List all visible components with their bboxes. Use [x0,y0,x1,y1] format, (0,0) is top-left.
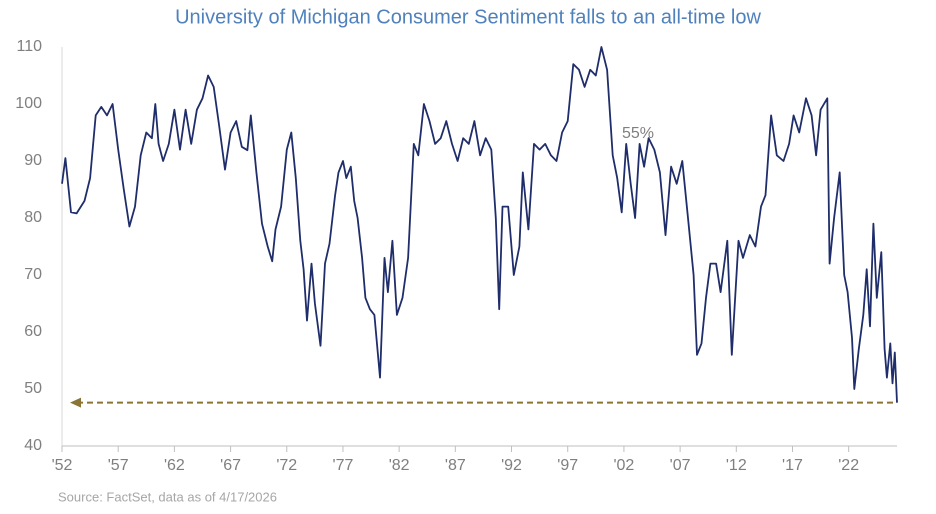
x-tick-label: '12 [726,457,747,474]
x-tick-label: '67 [220,457,241,474]
x-tick-label: '52 [52,457,73,474]
x-tick-label: '62 [164,457,185,474]
x-tick-label: '97 [557,457,578,474]
x-tick-label: '82 [389,457,410,474]
x-tick-label: '87 [445,457,466,474]
sentiment-line [61,46,898,403]
arrow-head [70,397,81,408]
x-tick-label: '72 [276,457,297,474]
x-tick-label: '57 [108,457,129,474]
y-tick-label: 40 [24,437,42,454]
x-tick-label: '17 [782,457,803,474]
y-tick-label: 50 [24,380,42,397]
source-note: Source: FactSet, data as of 4/17/2026 [58,489,277,504]
x-tick-label: '07 [670,457,691,474]
annotation: 55% [622,125,654,142]
y-tick-label: 100 [15,95,42,112]
x-tick-label: '02 [613,457,634,474]
x-tick-label: '22 [838,457,859,474]
y-tick-label: 60 [24,323,42,340]
x-tick-label: '92 [501,457,522,474]
chart-title: University of Michigan Consumer Sentimen… [175,6,761,28]
y-tick-label: 110 [16,38,42,55]
y-tick-label: 90 [24,152,42,169]
y-tick-label: 80 [24,209,42,226]
y-tick-label: 70 [24,266,42,283]
x-tick-label: '77 [333,457,354,474]
